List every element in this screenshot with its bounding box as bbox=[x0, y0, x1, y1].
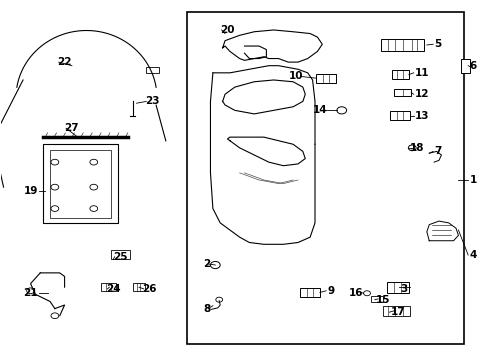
Text: 24: 24 bbox=[106, 284, 121, 294]
Text: 4: 4 bbox=[468, 250, 476, 260]
Bar bbox=[50, 150, 111, 217]
Text: 1: 1 bbox=[468, 175, 476, 185]
Bar bbox=[393, 89, 410, 96]
Text: 8: 8 bbox=[203, 303, 210, 314]
Text: 14: 14 bbox=[312, 105, 326, 115]
Text: 17: 17 bbox=[389, 307, 404, 317]
Text: 16: 16 bbox=[348, 288, 363, 297]
Text: 26: 26 bbox=[142, 284, 157, 294]
Text: 15: 15 bbox=[375, 295, 389, 305]
Bar bbox=[380, 39, 424, 51]
Text: 10: 10 bbox=[288, 71, 302, 81]
Text: 18: 18 bbox=[409, 143, 424, 153]
Bar bbox=[460, 59, 468, 73]
Bar bbox=[382, 306, 409, 316]
Text: 13: 13 bbox=[414, 111, 428, 121]
Text: 2: 2 bbox=[203, 259, 210, 269]
Bar bbox=[386, 282, 408, 293]
Text: 12: 12 bbox=[414, 89, 428, 99]
Bar bbox=[316, 74, 335, 83]
Text: 11: 11 bbox=[414, 68, 428, 78]
Bar bbox=[370, 296, 382, 302]
Bar bbox=[389, 111, 409, 120]
Text: 5: 5 bbox=[433, 39, 441, 49]
Text: 25: 25 bbox=[113, 252, 127, 262]
Text: 22: 22 bbox=[57, 57, 72, 67]
Text: 19: 19 bbox=[23, 186, 38, 196]
Text: 7: 7 bbox=[433, 147, 441, 157]
Text: 23: 23 bbox=[144, 96, 159, 107]
Bar bbox=[146, 67, 158, 73]
Bar bbox=[300, 288, 319, 297]
Bar bbox=[391, 70, 408, 79]
Text: 27: 27 bbox=[64, 123, 79, 133]
Text: 9: 9 bbox=[326, 286, 334, 296]
Bar bbox=[132, 283, 144, 291]
Text: 6: 6 bbox=[468, 61, 476, 71]
Text: 3: 3 bbox=[399, 284, 407, 294]
Bar bbox=[101, 283, 116, 291]
Text: 20: 20 bbox=[220, 25, 234, 35]
Bar bbox=[111, 249, 130, 258]
Bar bbox=[187, 12, 463, 344]
Bar bbox=[42, 144, 118, 223]
Text: 21: 21 bbox=[23, 288, 38, 297]
